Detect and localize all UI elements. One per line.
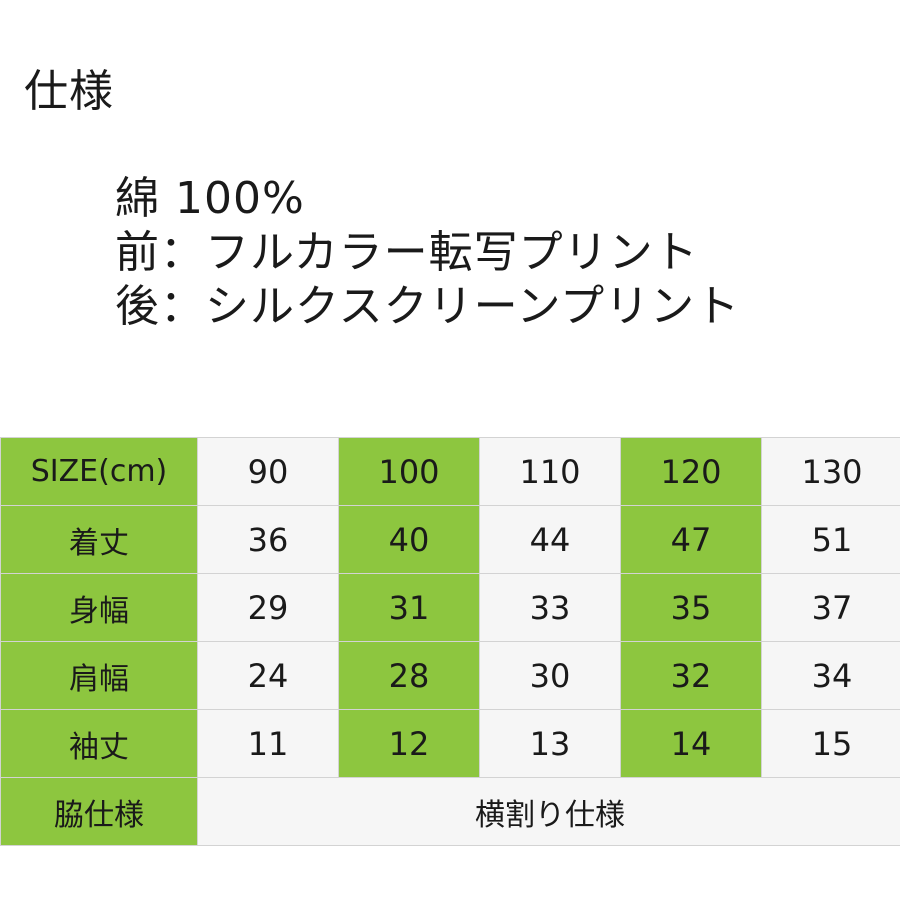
table-cell: 14 xyxy=(620,709,762,778)
size-header-label: SIZE(cm) xyxy=(0,437,198,506)
side-spec-value: 横割り仕様 xyxy=(197,777,900,846)
table-cell: 33 xyxy=(479,573,621,642)
table-cell: 13 xyxy=(479,709,621,778)
spec-back-print: 後：シルクスクリーンプリント xyxy=(115,281,741,332)
page-title: 仕様 xyxy=(24,66,114,117)
row-label: 肩幅 xyxy=(0,641,198,710)
table-cell: 11 xyxy=(197,709,339,778)
table-row: 着丈 36 40 44 47 51 xyxy=(0,505,900,574)
table-cell: 35 xyxy=(620,573,762,642)
size-header-cell: 110 xyxy=(479,437,621,506)
table-cell: 37 xyxy=(761,573,900,642)
table-cell: 30 xyxy=(479,641,621,710)
table-row: 身幅 29 31 33 35 37 xyxy=(0,573,900,642)
row-label: 袖丈 xyxy=(0,709,198,778)
row-label: 着丈 xyxy=(0,505,198,574)
table-cell: 47 xyxy=(620,505,762,574)
table-cell: 51 xyxy=(761,505,900,574)
size-header-cell: 130 xyxy=(761,437,900,506)
table-cell: 36 xyxy=(197,505,339,574)
side-spec-row: 脇仕様 横割り仕様 xyxy=(0,777,900,846)
row-label: 身幅 xyxy=(0,573,198,642)
spec-front-print: 前：フルカラー転写プリント xyxy=(115,227,699,278)
table-row: 肩幅 24 28 30 32 34 xyxy=(0,641,900,710)
table-cell: 44 xyxy=(479,505,621,574)
table-row: 袖丈 11 12 13 14 15 xyxy=(0,709,900,778)
table-cell: 34 xyxy=(761,641,900,710)
side-spec-label: 脇仕様 xyxy=(0,777,198,846)
size-header-row: SIZE(cm) 90 100 110 120 130 xyxy=(0,437,900,506)
table-cell: 32 xyxy=(620,641,762,710)
spec-list: 綿 100% 前：フルカラー転写プリント 後：シルクスクリーンプリント xyxy=(115,172,740,334)
table-cell: 29 xyxy=(197,573,339,642)
table-cell: 15 xyxy=(761,709,900,778)
table-cell: 31 xyxy=(338,573,480,642)
table-cell: 12 xyxy=(338,709,480,778)
size-table: SIZE(cm) 90 100 110 120 130 着丈 36 40 44 … xyxy=(0,437,900,846)
table-cell: 24 xyxy=(197,641,339,710)
size-header-cell: 100 xyxy=(338,437,480,506)
table-cell: 28 xyxy=(338,641,480,710)
spec-material: 綿 100% xyxy=(115,173,305,224)
size-header-cell: 90 xyxy=(197,437,339,506)
size-header-cell: 120 xyxy=(620,437,762,506)
table-cell: 40 xyxy=(338,505,480,574)
